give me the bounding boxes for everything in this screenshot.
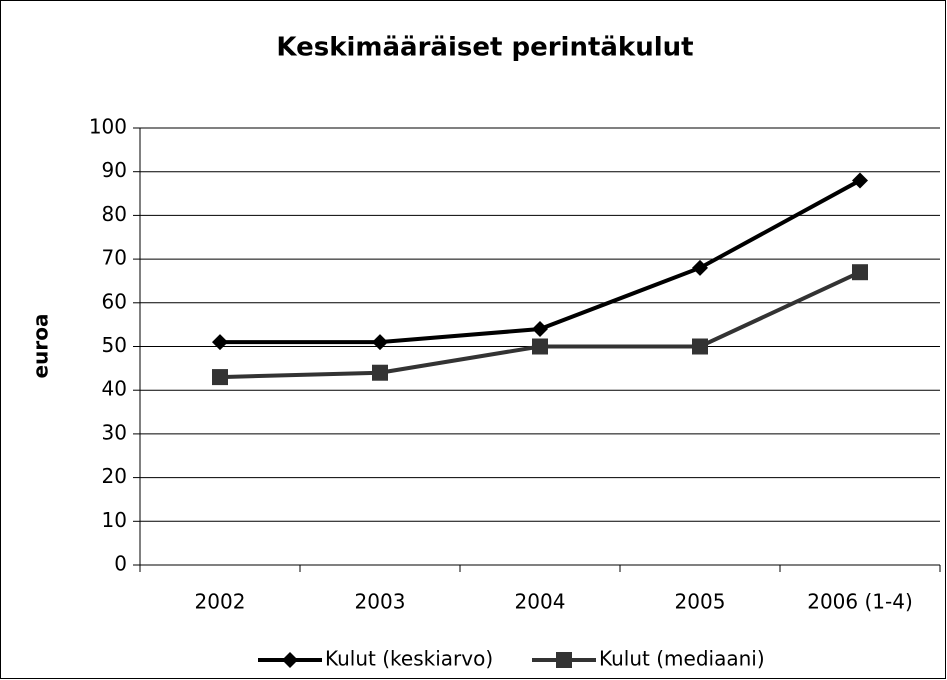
marker	[852, 172, 868, 189]
y-tick-label: 0	[114, 552, 127, 576]
legend-marker	[282, 652, 298, 668]
y-tick-label: 30	[102, 420, 127, 444]
x-tick-label: 2004	[515, 590, 566, 614]
marker	[532, 321, 548, 338]
x-tick-label: 2003	[355, 590, 406, 614]
legend-label: Kulut (keskiarvo)	[325, 647, 493, 671]
y-tick-label: 40	[102, 377, 127, 401]
y-tick-label: 100	[89, 115, 127, 139]
x-tick-label: 2002	[195, 590, 246, 614]
chart-title: Keskimääräiset perintäkulut	[276, 33, 693, 63]
y-axis-label: euroa	[29, 314, 53, 379]
x-tick-label: 2005	[675, 590, 726, 614]
marker	[372, 334, 388, 351]
legend-marker	[556, 652, 572, 668]
x-tick-label: 2006 (1-4)	[807, 590, 913, 614]
marker	[372, 364, 388, 381]
y-tick-label: 10	[102, 508, 127, 532]
marker	[692, 259, 708, 276]
y-tick-label: 60	[102, 289, 127, 313]
marker	[212, 334, 228, 351]
y-tick-label: 20	[102, 464, 127, 488]
y-tick-label: 50	[102, 333, 127, 357]
y-tick-label: 90	[102, 158, 127, 182]
marker	[852, 264, 868, 281]
marker	[212, 369, 228, 386]
y-tick-label: 70	[102, 246, 127, 270]
marker	[532, 338, 548, 355]
legend-label: Kulut (mediaani)	[599, 647, 765, 671]
marker	[692, 338, 708, 355]
y-tick-label: 80	[102, 202, 127, 226]
